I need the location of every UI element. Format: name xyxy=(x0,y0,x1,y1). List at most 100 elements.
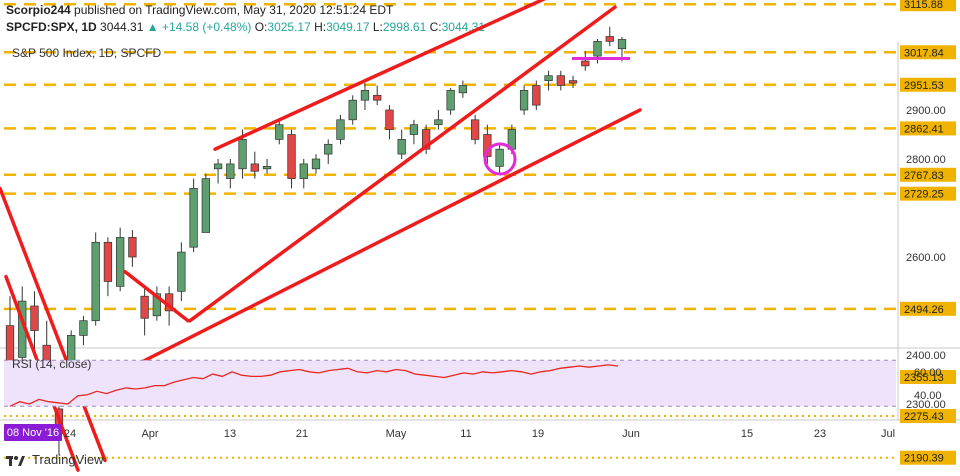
time-axis-tick: 13 xyxy=(224,428,236,440)
candle-body xyxy=(238,139,247,170)
symbol-label: SPCFD:SPX, 1D xyxy=(6,20,97,34)
candle[interactable] xyxy=(177,242,186,302)
candle[interactable] xyxy=(434,110,443,130)
candle[interactable] xyxy=(397,129,406,159)
candle[interactable] xyxy=(201,173,210,233)
price-level-tag-label: 2494.26 xyxy=(904,304,944,316)
date-badge xyxy=(4,424,62,441)
candle-body xyxy=(250,163,259,172)
candle[interactable] xyxy=(360,83,370,110)
candle[interactable] xyxy=(446,87,455,115)
candle[interactable] xyxy=(581,51,590,71)
candle[interactable] xyxy=(336,114,345,145)
rsi-axis-tick: 40.00 xyxy=(914,390,942,402)
candle[interactable] xyxy=(262,159,272,174)
candle[interactable] xyxy=(385,105,394,140)
rsi-axis-tick: 60.00 xyxy=(914,367,942,379)
candle[interactable] xyxy=(556,70,565,91)
candle[interactable] xyxy=(103,237,113,297)
time-axis-tick: 19 xyxy=(532,428,544,440)
price-change: ▲ +14.58 (+0.48%) xyxy=(146,20,252,34)
ohlc-legend: SPCFD:SPX, 1D 3044.31 ▲ +14.58 (+0.48%) … xyxy=(6,20,485,34)
candle-body xyxy=(128,237,137,258)
highlight-circle[interactable] xyxy=(483,142,517,176)
time-axis-tick: 11 xyxy=(460,428,471,440)
candle[interactable] xyxy=(458,80,468,98)
candle[interactable] xyxy=(152,286,162,321)
trendline[interactable] xyxy=(188,5,617,323)
candle-body xyxy=(226,163,235,179)
price-level-tag xyxy=(900,301,956,316)
candle[interactable] xyxy=(373,85,382,106)
candle[interactable] xyxy=(519,85,529,115)
candle[interactable] xyxy=(226,159,235,189)
candle[interactable] xyxy=(348,95,357,125)
time-axis-tick: Apr xyxy=(141,428,158,440)
date-badge-label: 08 Nov '16 xyxy=(7,427,59,439)
candle-body xyxy=(91,241,100,322)
price-level-tag xyxy=(900,409,956,424)
rsi-line[interactable] xyxy=(9,364,619,407)
candle-body xyxy=(213,163,223,170)
candle-body xyxy=(409,124,419,135)
candle[interactable] xyxy=(128,230,137,267)
candle[interactable] xyxy=(324,139,333,164)
candle-body xyxy=(152,293,162,317)
author-name[interactable]: Scorpio244 xyxy=(6,3,71,17)
trendline[interactable] xyxy=(213,0,580,151)
time-axis-tick: Jul xyxy=(881,428,895,440)
candle[interactable] xyxy=(299,159,308,189)
candle[interactable] xyxy=(409,119,419,145)
tradingview-brand[interactable]: TradingView xyxy=(32,452,104,467)
candle-body xyxy=(581,60,590,67)
candle[interactable] xyxy=(189,178,198,253)
candle[interactable] xyxy=(30,291,39,351)
price-level-tag-label: 2729.25 xyxy=(904,189,944,201)
candle[interactable] xyxy=(275,119,284,145)
candle-body xyxy=(397,139,406,155)
candle-body xyxy=(544,75,553,81)
candle-body xyxy=(556,75,565,86)
candle[interactable] xyxy=(250,151,259,179)
candle-body xyxy=(470,119,480,140)
candle-body xyxy=(140,295,149,319)
candle-body xyxy=(299,163,308,179)
price-level-tag-label: 2275.43 xyxy=(904,411,944,423)
candle[interactable] xyxy=(470,114,480,145)
time-axis-tick: 21 xyxy=(296,428,308,440)
low-value: 2998.61 xyxy=(382,20,427,34)
candle[interactable] xyxy=(213,159,223,184)
candle[interactable] xyxy=(287,129,296,189)
candle[interactable] xyxy=(422,124,431,155)
candle-body xyxy=(336,119,345,140)
candle[interactable] xyxy=(568,75,578,88)
candle-body xyxy=(568,80,578,84)
trendline[interactable] xyxy=(0,186,107,463)
candle-body xyxy=(617,39,627,50)
candle-body xyxy=(287,134,296,179)
price-level-tag-label: 3017.84 xyxy=(904,47,944,59)
price-pane-title: S&P 500 Index, 1D, SPCFD xyxy=(12,46,162,60)
candle[interactable] xyxy=(532,80,541,110)
candle-body xyxy=(458,85,468,94)
candle[interactable] xyxy=(116,227,125,292)
trendline[interactable] xyxy=(76,108,642,396)
price-level-tag-label: 2767.83 xyxy=(904,170,944,182)
candle[interactable] xyxy=(91,232,100,326)
candle[interactable] xyxy=(79,315,88,346)
candle-body xyxy=(373,94,382,101)
price-axis-tick: 2800.00 xyxy=(906,154,946,166)
candle[interactable] xyxy=(495,144,504,174)
candle[interactable] xyxy=(140,286,149,336)
candle[interactable] xyxy=(311,154,321,174)
candle[interactable] xyxy=(605,26,614,47)
candle[interactable] xyxy=(544,70,553,91)
candle-body xyxy=(385,109,394,130)
candle-body xyxy=(422,129,431,150)
price-level-tag xyxy=(900,450,956,465)
trendline[interactable] xyxy=(123,269,190,323)
candle-body xyxy=(605,36,614,42)
time-axis-tick: Jun xyxy=(622,428,640,440)
